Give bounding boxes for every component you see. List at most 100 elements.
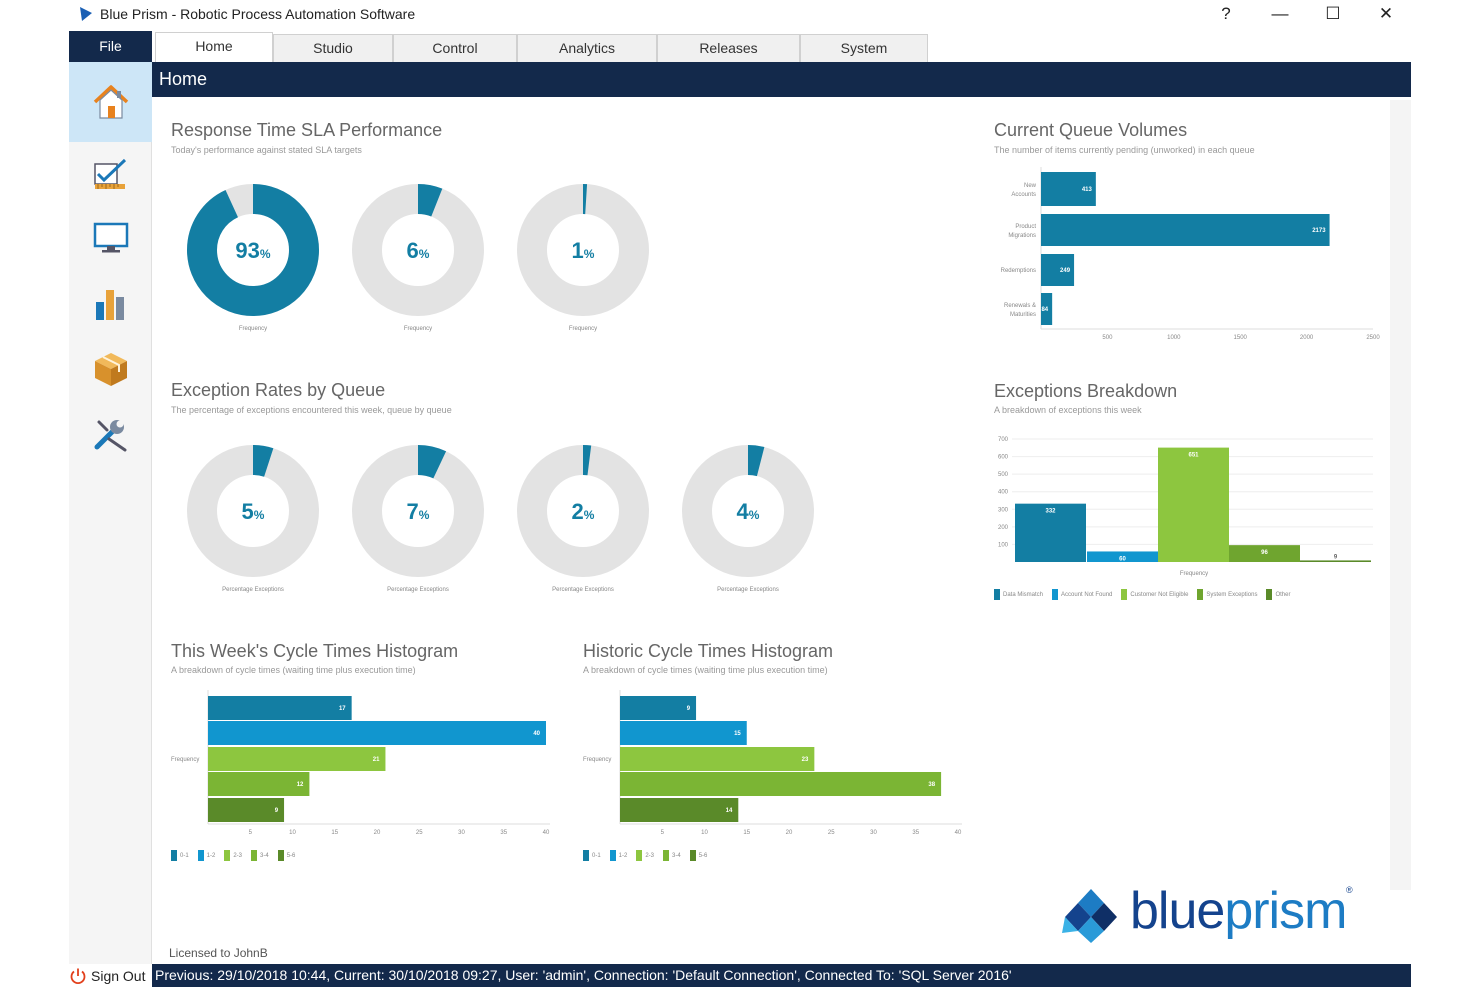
tab-releases[interactable]: Releases [657, 34, 800, 62]
donut-value-label: 1% [572, 238, 595, 263]
historic-histogram-chart: 9 15 23 38 14 Frequency 5 10 15 20 25 30 35 40 [583, 690, 962, 836]
legend-item: 0-1 [171, 850, 189, 861]
breakdown-y-tick: 100 [998, 542, 1009, 548]
legend-label: Other [1275, 591, 1291, 598]
sidebar-item-studio[interactable] [69, 142, 152, 206]
donut-value-label: 4% [737, 499, 760, 524]
title-bar: Blue Prism - Robotic Process Automation … [0, 0, 1480, 30]
close-button[interactable]: ✕ [1378, 4, 1394, 23]
legend-swatch [583, 850, 589, 861]
hist-x-tick: 15 [743, 830, 750, 836]
hist-x-tick: 25 [416, 830, 423, 836]
legend-swatch [1121, 589, 1128, 600]
sla-panel-title: Response Time SLA Performance [171, 120, 443, 140]
queue-x-tick: 1000 [1167, 335, 1181, 341]
exceptions-breakdown-chart: 700 600 500 400 300 200 100 332 60 651 96 9 Frequenc… [998, 437, 1373, 577]
legend-item: 5-6 [277, 850, 295, 861]
exception-rate-donut-caption: Percentage Exceptions [717, 587, 779, 593]
help-button[interactable]: ? [1221, 4, 1231, 23]
hist-x-tick: 10 [701, 830, 708, 836]
donut-value-arc [517, 184, 649, 316]
breakdown-bar-value: 9 [1334, 554, 1338, 560]
page-title: Home [152, 62, 1411, 97]
tab-home[interactable]: Home [155, 32, 273, 63]
tab-analytics[interactable]: Analytics [517, 34, 657, 62]
package-box-icon [94, 353, 127, 386]
hist-y-label: Frequency [583, 757, 611, 763]
home-icon [93, 85, 128, 119]
legend-swatch [171, 850, 177, 861]
queue-volumes-subtitle: The number of items currently pending (u… [994, 145, 1255, 155]
exception-rate-donut-caption: Percentage Exceptions [552, 587, 614, 593]
vertical-scrollbar[interactable] [1390, 100, 1411, 890]
hist-bar [208, 747, 386, 771]
sidebar-item-analytics[interactable] [69, 272, 152, 336]
legend-swatch [251, 850, 258, 861]
donut-value-label: 93% [235, 238, 270, 263]
blue-prism-app-icon [80, 7, 92, 21]
legend-label: 5-6 [698, 852, 708, 859]
sla-donut-1: 93% [187, 184, 319, 316]
legend-label: 3-4 [672, 852, 681, 859]
hist-x-tick: 30 [458, 830, 465, 836]
sidebar-item-control[interactable] [69, 206, 152, 270]
tab-system[interactable]: System [800, 34, 928, 62]
exceptions-breakdown-legend: Data Mismatch Account Not Found Customer N… [994, 589, 1290, 600]
legend-label: 3-4 [260, 852, 269, 859]
hist-bar-value: 17 [339, 706, 346, 712]
hist-bar-value: 38 [928, 782, 935, 788]
sign-out-button[interactable]: Sign Out [69, 964, 152, 987]
hist-bar-value: 23 [802, 757, 809, 763]
sla-panel-subtitle: Today's performance against stated SLA t… [171, 145, 362, 155]
hist-x-tick: 30 [870, 830, 877, 836]
minimize-button[interactable]: — [1271, 4, 1289, 23]
legend-swatch [609, 850, 616, 861]
breakdown-bar [1015, 503, 1086, 562]
hist-bar-value: 9 [687, 706, 691, 712]
donut-value-label: 5% [242, 499, 265, 524]
legend-swatch [1266, 589, 1273, 600]
donut-value-label: 6% [407, 238, 430, 263]
hist-x-tick: 10 [289, 830, 296, 836]
breakdown-bar-value: 651 [1188, 453, 1199, 459]
hist-bar [620, 721, 747, 745]
legend-label: Customer Not Eligible [1130, 591, 1189, 598]
exceptions-breakdown-title: Exceptions Breakdown [994, 381, 1178, 401]
breakdown-y-tick: 400 [998, 490, 1009, 496]
sidebar-item-home[interactable] [69, 62, 152, 142]
queue-volumes-chart: 413 New Accounts 2173 Product Migrations 249 Re… [1001, 167, 1380, 341]
maximize-button[interactable]: ☐ [1325, 4, 1341, 23]
hist-x-tick: 35 [500, 830, 507, 836]
sla-donut-caption: Frequency [568, 326, 598, 332]
queue-bar [1041, 214, 1330, 246]
legend-label: 0-1 [180, 852, 189, 859]
donut-value-label: 2% [572, 499, 595, 524]
sidebar-item-releases[interactable] [69, 337, 152, 401]
historic-histogram-title: Historic Cycle Times Histogram [583, 641, 834, 661]
analytics-bar-icon [95, 290, 124, 320]
legend-item: Other [1266, 589, 1290, 600]
tab-studio[interactable]: Studio [273, 34, 393, 62]
sla-donut-3: 1% [517, 184, 649, 316]
file-menu-button[interactable]: File [69, 31, 152, 62]
sla-donut-2: 6% [352, 184, 484, 316]
sidebar-item-system[interactable] [69, 402, 152, 466]
week-histogram-title: This Week's Cycle Times Histogram [171, 641, 459, 661]
week-histogram-chart: 17 40 21 12 9 Frequency 5 10 15 20 25 30 35 40 [171, 690, 550, 836]
breakdown-bar-value: 332 [1045, 509, 1056, 515]
breakdown-bar [1087, 551, 1158, 562]
queue-category-label: Accounts [1011, 192, 1036, 198]
logo-text-prism: prism [1224, 882, 1347, 940]
legend-item: 2-3 [636, 850, 654, 861]
exception-rate-donut-1: 5% [187, 445, 319, 577]
breakdown-bar-value: 96 [1261, 550, 1268, 556]
legend-item: 1-2 [197, 850, 216, 861]
logo-text-blue: blue [1130, 882, 1225, 940]
tools-wrench-icon [94, 420, 126, 452]
queue-bar-value: 249 [1060, 268, 1071, 274]
legend-item: 2-3 [224, 850, 242, 861]
tab-control[interactable]: Control [393, 34, 517, 62]
studio-edit-icon [93, 158, 126, 189]
legend-label: 1-2 [206, 852, 216, 859]
queue-category-label: Product [1015, 224, 1036, 230]
